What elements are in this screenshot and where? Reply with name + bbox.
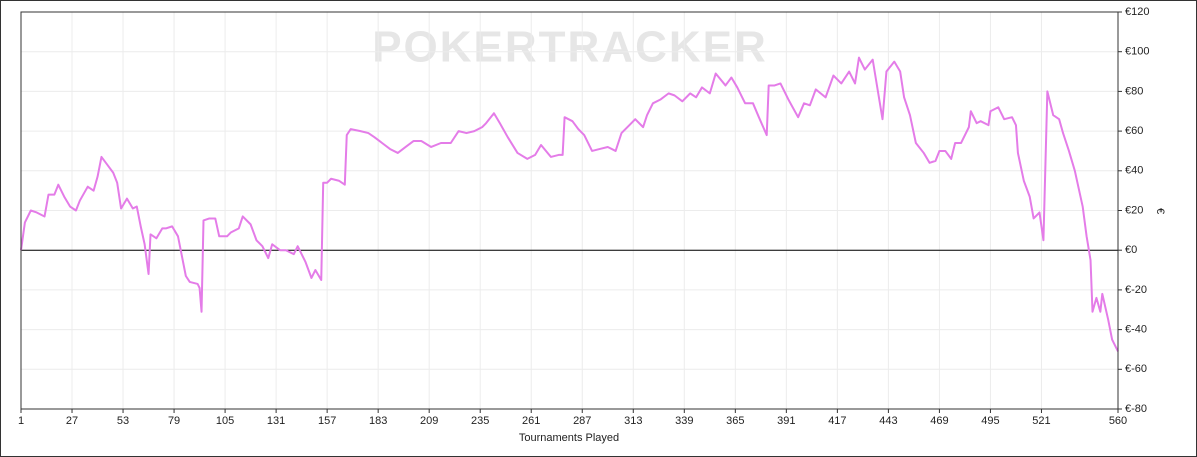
y-tick-label: €100 xyxy=(1125,46,1149,58)
x-tick-label: 27 xyxy=(66,415,78,427)
y-tick-label: €80 xyxy=(1125,85,1143,97)
x-tick-label: 560 xyxy=(1109,415,1127,427)
watermark: POKERTRACKER xyxy=(372,23,768,72)
y-tick-label: €-20 xyxy=(1125,284,1147,296)
y-axis-label: € xyxy=(1154,208,1166,214)
x-tick-label: 469 xyxy=(930,415,948,427)
x-tick-label: 209 xyxy=(420,415,438,427)
x-tick-label: 521 xyxy=(1032,415,1050,427)
x-tick-label: 495 xyxy=(981,415,999,427)
x-tick-label: 1 xyxy=(18,415,24,427)
x-tick-label: 53 xyxy=(117,415,129,427)
y-tick-label: €-60 xyxy=(1125,363,1147,375)
x-tick-label: 131 xyxy=(267,415,285,427)
x-tick-label: 339 xyxy=(675,415,693,427)
y-tick-label: €120 xyxy=(1125,6,1149,18)
x-tick-label: 365 xyxy=(726,415,744,427)
y-tick-label: €20 xyxy=(1125,204,1143,216)
x-tick-label: 443 xyxy=(879,415,897,427)
x-tick-label: 417 xyxy=(828,415,846,427)
y-tick-label: €60 xyxy=(1125,125,1143,137)
x-tick-label: 183 xyxy=(369,415,387,427)
y-tick-label: €0 xyxy=(1125,244,1137,256)
y-tick-label: €-40 xyxy=(1125,324,1147,336)
y-tick-label: €-80 xyxy=(1125,403,1147,415)
series-line xyxy=(20,56,1119,352)
x-tick-label: 79 xyxy=(168,415,180,427)
x-axis-label: Tournaments Played xyxy=(519,432,619,444)
x-tick-label: 287 xyxy=(573,415,591,427)
y-tick-label: €40 xyxy=(1125,165,1143,177)
x-tick-label: 313 xyxy=(624,415,642,427)
x-tick-label: 261 xyxy=(522,415,540,427)
x-tick-label: 105 xyxy=(216,415,234,427)
x-tick-label: 157 xyxy=(318,415,336,427)
x-tick-label: 391 xyxy=(777,415,795,427)
x-tick-label: 235 xyxy=(471,415,489,427)
